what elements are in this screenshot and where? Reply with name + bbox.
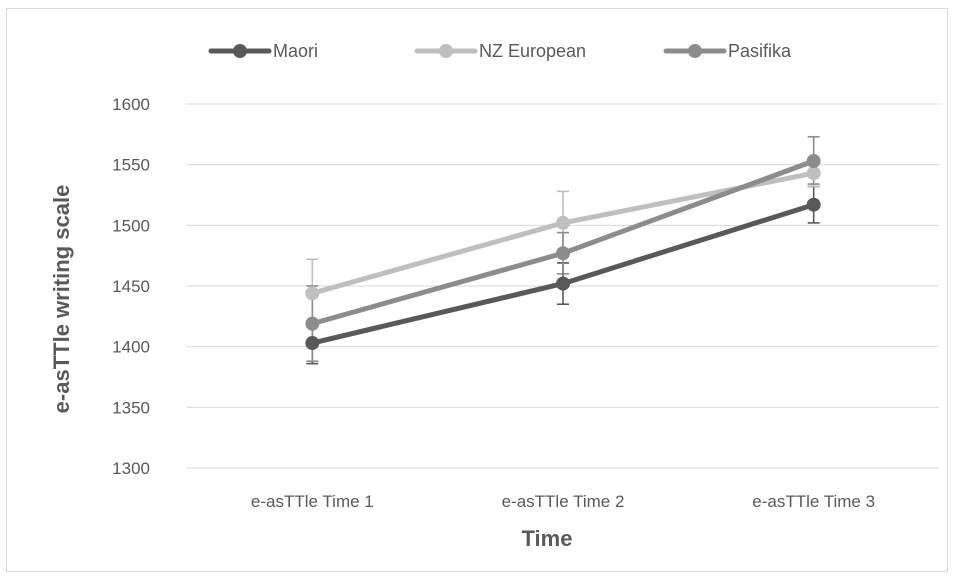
y-tick-labels: 1300 1350 1400 1450 1500 1550 1600 bbox=[112, 95, 150, 478]
data-point bbox=[806, 166, 821, 181]
y-tick-label: 1350 bbox=[112, 398, 150, 417]
legend-marker bbox=[233, 44, 247, 58]
data-point bbox=[556, 215, 570, 230]
data-point bbox=[806, 197, 821, 212]
legend-item: NZ European bbox=[414, 41, 586, 61]
data-point bbox=[305, 286, 320, 301]
legend-label: NZ European bbox=[479, 41, 586, 61]
data-point bbox=[305, 336, 320, 351]
x-tick-label: e-asTTle Time 1 bbox=[251, 492, 374, 511]
x-tick-label: e-asTTle Time 3 bbox=[752, 492, 875, 511]
legend-marker bbox=[688, 44, 702, 58]
y-tick-label: 1400 bbox=[112, 338, 150, 357]
chart-frame: 1300 1350 1400 1450 1500 1550 1600 e-asTTle Ti… bbox=[6, 8, 948, 572]
legend-item: Maori bbox=[208, 41, 318, 61]
y-axis-title: e-asTTle writing scale bbox=[49, 185, 74, 414]
line-chart: 1300 1350 1400 1450 1500 1550 1600 e-asTTle Ti… bbox=[49, 41, 939, 551]
data-point bbox=[556, 246, 570, 261]
legend-label: Pasifika bbox=[728, 41, 792, 61]
y-tick-label: 1600 bbox=[112, 95, 150, 114]
y-tick-label: 1450 bbox=[112, 277, 150, 296]
series-lines bbox=[305, 154, 821, 351]
legend: Maori NZ European Pasifika bbox=[208, 41, 792, 61]
legend-item: Pasifika bbox=[663, 41, 792, 61]
y-tick-label: 1550 bbox=[112, 156, 150, 175]
x-tick-labels: e-asTTle Time 1 e-asTTle Time 2 e-asTTle T… bbox=[251, 492, 875, 511]
data-point bbox=[806, 154, 821, 169]
y-tick-label: 1300 bbox=[112, 459, 150, 478]
y-tick-label: 1500 bbox=[112, 216, 150, 235]
legend-label: Maori bbox=[273, 41, 318, 61]
legend-marker bbox=[439, 44, 453, 58]
x-tick-label: e-asTTle Time 2 bbox=[502, 492, 625, 511]
data-point bbox=[556, 276, 570, 291]
x-axis-title: Time bbox=[522, 526, 573, 551]
data-point bbox=[305, 316, 320, 331]
